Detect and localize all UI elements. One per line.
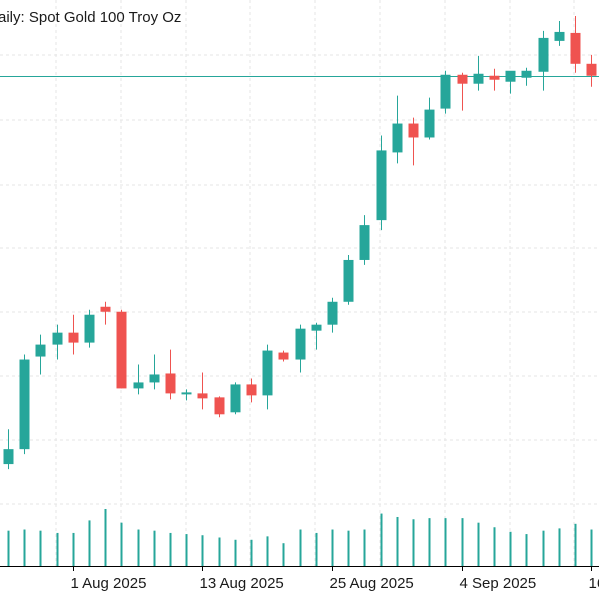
candle-body-13 xyxy=(214,397,225,415)
candle-body-12 xyxy=(197,393,208,399)
x-tick-label-2: 25 Aug 2025 xyxy=(330,575,414,592)
candle-body-27 xyxy=(440,74,451,109)
candle-body-32 xyxy=(521,70,532,78)
candle-body-24 xyxy=(392,123,403,153)
candle-body-14 xyxy=(230,384,241,413)
volume-bars xyxy=(7,509,593,566)
candle-body-8 xyxy=(133,382,144,389)
x-tick-label-3: 4 Sep 2025 xyxy=(460,575,537,592)
candle-body-22 xyxy=(359,225,370,260)
candle-body-33 xyxy=(538,37,549,72)
candle-body-34 xyxy=(554,31,565,41)
candle-body-2 xyxy=(35,344,46,357)
candle-body-17 xyxy=(278,352,289,360)
candle-body-35 xyxy=(570,32,581,64)
candle-body-31 xyxy=(505,70,516,82)
candle-body-19 xyxy=(311,324,322,331)
candle-body-9 xyxy=(149,374,160,383)
candle-body-20 xyxy=(327,301,338,325)
candle-body-10 xyxy=(165,373,176,394)
x-axis: 1 Aug 2025 13 Aug 2025 25 Aug 2025 4 Sep 20… xyxy=(0,566,599,592)
candle-body-16 xyxy=(262,350,273,396)
candle-body-36 xyxy=(586,63,597,76)
candle-body-18 xyxy=(295,328,306,360)
candle-body-23 xyxy=(376,150,387,221)
candle-body-21 xyxy=(343,259,354,302)
candle-body-28 xyxy=(457,74,468,84)
candle-body-5 xyxy=(84,314,95,343)
x-tick-label-0: 1 Aug 2025 xyxy=(71,575,147,592)
candle-body-15 xyxy=(246,384,257,396)
candle-body-4 xyxy=(68,332,79,343)
candle-body-29 xyxy=(473,73,484,84)
candle-body-0 xyxy=(3,449,14,465)
candle-body-30 xyxy=(489,75,500,80)
candle-body-6 xyxy=(100,306,111,312)
candle-body-7 xyxy=(116,311,127,389)
candle-body-1 xyxy=(19,359,30,450)
chart-title: aily: Spot Gold 100 Troy Oz xyxy=(0,9,181,26)
candle-body-25 xyxy=(408,123,419,138)
x-tick-label-1: 13 Aug 2025 xyxy=(200,575,284,592)
candle-body-26 xyxy=(424,109,435,138)
candle-body-3 xyxy=(52,332,63,345)
candle-body-11 xyxy=(181,392,192,395)
candles xyxy=(3,16,597,470)
x-tick-label-4: 16 Sep xyxy=(589,575,599,592)
grid xyxy=(0,0,599,566)
